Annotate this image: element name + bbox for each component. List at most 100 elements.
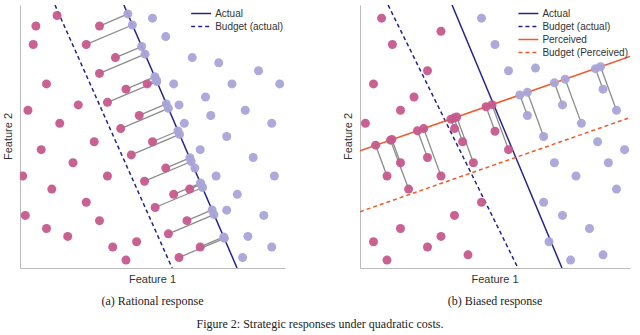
move-segment: [121, 108, 169, 128]
point: [577, 119, 586, 128]
point: [169, 190, 178, 199]
point: [164, 104, 173, 113]
point: [504, 66, 513, 75]
plot-area: [20, 5, 284, 268]
legend-swatch: [518, 39, 538, 41]
legend-label: Budget (actual): [215, 21, 283, 32]
move-segment: [179, 238, 224, 257]
legend-entry: Budget (actual): [191, 21, 283, 32]
point: [188, 53, 197, 62]
move-segment: [86, 25, 132, 44]
point: [140, 177, 149, 186]
point: [175, 130, 184, 139]
point: [596, 62, 605, 71]
legend-label: Budget (Perceived): [542, 47, 628, 58]
point: [550, 158, 559, 167]
point: [228, 79, 237, 88]
point: [404, 185, 413, 194]
point: [545, 237, 554, 246]
point: [169, 79, 178, 88]
point: [21, 211, 30, 220]
point: [446, 115, 455, 124]
point: [267, 119, 276, 128]
point: [450, 211, 459, 220]
move-segment: [131, 134, 179, 155]
point: [423, 66, 432, 75]
point: [249, 153, 258, 162]
point: [423, 153, 432, 162]
point: [90, 137, 99, 146]
move-segment: [565, 79, 581, 123]
point: [222, 206, 231, 215]
y-axis: [20, 6, 21, 269]
y-axis-title: Feature 2: [2, 113, 14, 160]
legend-entry: Budget (actual): [518, 21, 610, 32]
move-segment: [376, 145, 387, 176]
point: [132, 237, 141, 246]
point: [612, 185, 621, 194]
point: [396, 106, 405, 115]
point: [410, 93, 419, 102]
point: [371, 141, 380, 150]
point: [42, 224, 51, 233]
point: [612, 106, 621, 115]
point: [164, 229, 173, 238]
points: [361, 14, 513, 265]
point: [95, 22, 104, 31]
move-segment: [391, 140, 409, 189]
point: [74, 100, 83, 109]
point: [23, 106, 32, 115]
point: [47, 185, 56, 194]
point: [270, 171, 279, 180]
move-segment: [100, 54, 146, 73]
move-segment: [457, 117, 474, 163]
point: [31, 22, 40, 31]
legend: ActualBudget (actual): [191, 8, 283, 32]
point: [103, 98, 112, 107]
point: [141, 50, 150, 59]
point: [259, 211, 268, 220]
point: [233, 190, 242, 199]
point: [103, 171, 112, 180]
point: [437, 232, 446, 241]
y-axis-line: [360, 6, 361, 269]
figure: Feature 1Feature 2(a) Rational responseA…: [0, 0, 640, 335]
point: [550, 78, 559, 87]
point: [122, 256, 131, 265]
point: [122, 85, 131, 94]
point: [585, 224, 594, 233]
point: [29, 40, 38, 49]
point: [369, 79, 378, 88]
point: [620, 145, 629, 154]
points: [477, 14, 629, 265]
legend-entry: Actual: [518, 8, 570, 19]
point: [254, 66, 263, 75]
move-segment: [145, 161, 192, 181]
point: [566, 256, 575, 265]
point: [20, 171, 27, 180]
x-axis-line: [361, 268, 631, 269]
point: [108, 242, 117, 251]
legend-swatch: [518, 26, 538, 28]
point: [396, 224, 405, 233]
point: [383, 171, 392, 180]
legend-swatch: [191, 13, 211, 15]
point: [377, 14, 386, 23]
point: [369, 237, 378, 246]
move-segment: [155, 188, 202, 208]
line: [55, 5, 172, 268]
point: [196, 242, 205, 251]
x-axis: [361, 268, 631, 269]
points: [123, 9, 284, 262]
point: [220, 234, 229, 243]
point: [69, 158, 78, 167]
point: [419, 124, 428, 133]
point: [116, 124, 125, 133]
point: [222, 132, 231, 141]
point: [558, 211, 567, 220]
point: [180, 119, 189, 128]
point: [241, 106, 250, 115]
point: [209, 210, 218, 219]
point: [187, 157, 196, 166]
panel: Feature 1Feature 2(b) Biased responseAct…: [342, 5, 631, 308]
